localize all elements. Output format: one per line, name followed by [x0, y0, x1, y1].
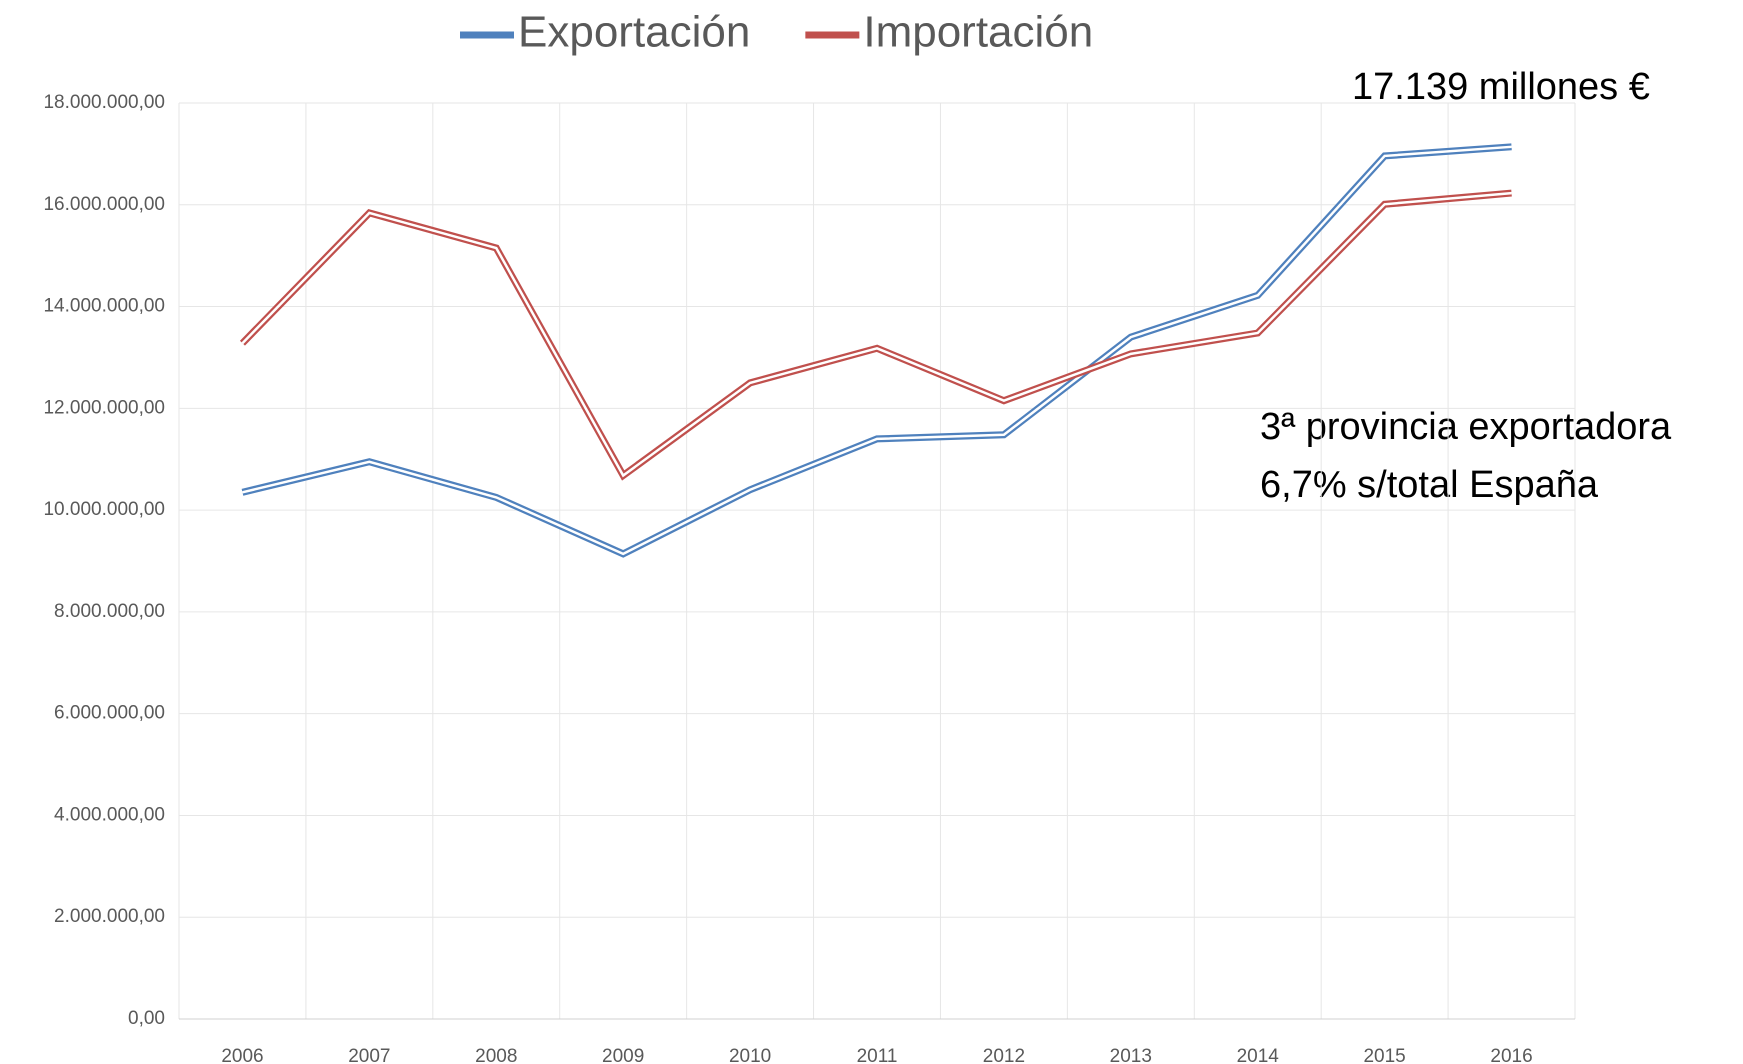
annotation: 6,7% s/total España [1260, 464, 1599, 506]
x-tick-label: 2016 [1490, 1046, 1532, 1064]
y-tick-label: 18.000.000,00 [43, 92, 165, 113]
annotation: 3ª provincia exportadora [1260, 406, 1672, 448]
y-tick-label: 8.000.000,00 [54, 601, 165, 622]
legend-label: Exportación [518, 8, 750, 57]
x-tick-label: 2009 [602, 1046, 644, 1064]
y-tick-label: 6.000.000,00 [54, 703, 165, 724]
series-line-inner [241, 191, 1512, 478]
x-tick-label: 2007 [348, 1046, 390, 1064]
x-tick-label: 2011 [857, 1046, 898, 1064]
y-tick-label: 10.000.000,00 [43, 499, 165, 520]
x-tick-label: 2014 [1237, 1046, 1280, 1064]
y-tick-label: 16.000.000,00 [43, 194, 165, 215]
x-tick-label: 2008 [475, 1046, 517, 1064]
x-tick-label: 2006 [221, 1046, 263, 1064]
legend-label: Importación [863, 8, 1093, 57]
x-tick-label: 2012 [983, 1046, 1025, 1064]
y-tick-label: 12.000.000,00 [43, 397, 165, 418]
series-line-inner [242, 145, 1512, 556]
x-tick-label: 2010 [729, 1046, 771, 1064]
x-tick-label: 2013 [1110, 1046, 1152, 1064]
y-tick-label: 4.000.000,00 [54, 804, 165, 825]
annotation: 17.139 millones € [1352, 66, 1650, 108]
y-tick-label: 2.000.000,00 [54, 906, 165, 927]
x-tick-label: 2015 [1363, 1046, 1405, 1064]
y-tick-label: 0,00 [128, 1008, 165, 1029]
y-tick-label: 14.000.000,00 [43, 296, 165, 317]
